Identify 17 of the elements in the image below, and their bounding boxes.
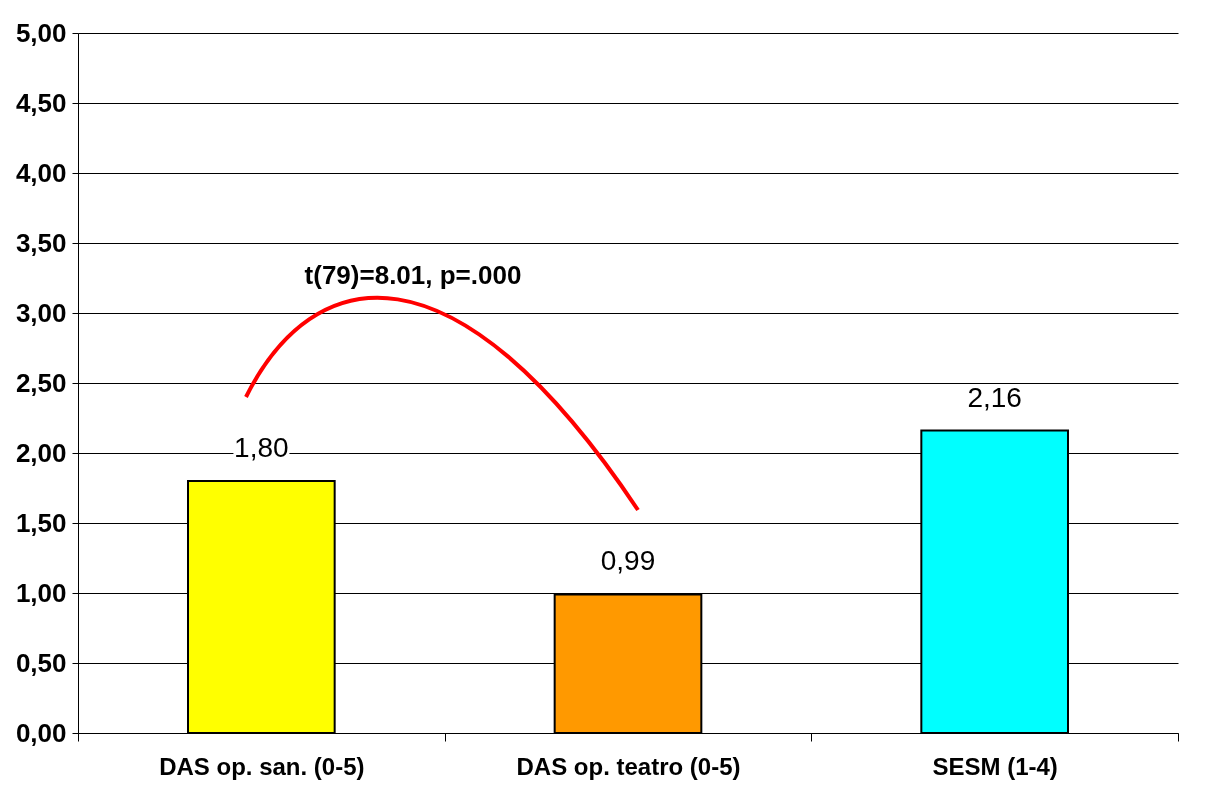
y-tick-label: 2,00 <box>15 437 67 468</box>
y-tick-label: 4,00 <box>15 157 67 188</box>
y-tick-label: 1,50 <box>15 507 67 538</box>
y-tick-label: 4,50 <box>15 87 67 118</box>
data-label: 2,16 <box>967 381 1022 413</box>
data-label: 0,99 <box>600 545 656 577</box>
y-tick-label: 2,50 <box>15 367 67 398</box>
annotation: t(79)=8.01, p=.000 <box>304 260 522 290</box>
y-tick-label: 0,00 <box>15 717 67 748</box>
y-tick-label: 3,00 <box>15 297 67 328</box>
y-tick-label: 1,00 <box>15 577 67 608</box>
x-tick-label: DAS op. teatro (0-5) <box>516 752 741 780</box>
y-tick-label: 3,50 <box>15 227 67 258</box>
x-tick-label: DAS op. san. (0-5) <box>159 752 365 780</box>
x-tick-label: SESM (1-4) <box>932 752 1058 780</box>
y-tick-label: 0,50 <box>15 647 67 678</box>
y-tick-label: 5,00 <box>15 17 67 48</box>
